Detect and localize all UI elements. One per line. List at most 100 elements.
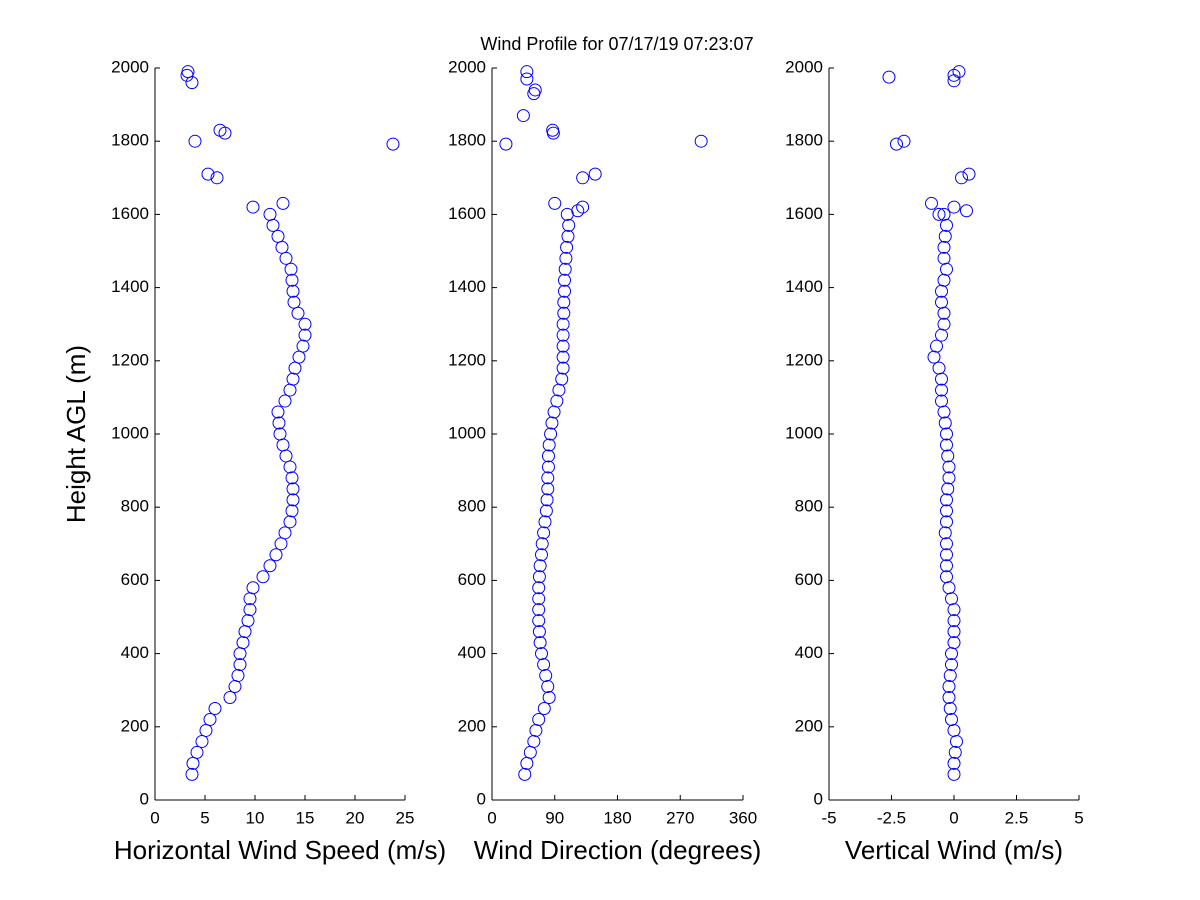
point (516, 109, 530, 123)
point (190, 745, 204, 759)
point (947, 625, 961, 639)
point (937, 240, 951, 254)
point (532, 581, 546, 595)
point (945, 712, 958, 726)
x-tick-label: -5 (821, 808, 836, 827)
point (560, 240, 574, 254)
point (286, 372, 300, 386)
point (947, 68, 961, 82)
point (925, 196, 938, 210)
y-tick-label: 0 (140, 789, 149, 808)
point (546, 126, 560, 140)
y-tick-label: 1400 (448, 277, 486, 296)
point (286, 482, 300, 496)
point (882, 70, 896, 84)
point (532, 712, 546, 726)
x-tick-label: 0 (949, 808, 958, 827)
point (256, 570, 270, 584)
point (937, 207, 951, 221)
point (201, 167, 215, 181)
point (576, 171, 590, 185)
point (532, 614, 546, 628)
point (285, 273, 299, 287)
x-axis-label: Horizontal Wind Speed (m/s) (114, 835, 446, 865)
point (556, 317, 570, 331)
y-tick-label: 400 (795, 643, 823, 662)
point (962, 167, 976, 181)
x-tick-label: 0 (487, 808, 496, 827)
point (940, 427, 953, 441)
point (947, 636, 961, 650)
point (558, 262, 572, 276)
y-tick-label: 2000 (111, 57, 149, 76)
y-tick-label: 1600 (111, 204, 149, 223)
point (538, 515, 552, 529)
y-tick-label: 1000 (785, 423, 823, 442)
point (935, 383, 948, 397)
point (208, 702, 222, 715)
point (298, 328, 312, 342)
point (185, 767, 199, 781)
point (533, 636, 547, 650)
point (935, 295, 948, 309)
point (273, 427, 287, 441)
point (555, 372, 569, 386)
point (263, 207, 277, 221)
point (937, 317, 951, 331)
point (571, 204, 585, 218)
point (943, 702, 957, 715)
x-tick-label: 5 (1074, 808, 1083, 827)
point (233, 658, 247, 672)
y-tick-label: 1200 (448, 350, 486, 369)
y-tick-label: 1200 (785, 350, 823, 369)
point (298, 317, 312, 331)
chart-title: Wind Profile for 07/17/19 07:23:07 (480, 34, 753, 54)
y-axis-label: Height AGL (m) (61, 345, 91, 523)
point (557, 295, 571, 309)
y-tick-label: 800 (121, 497, 149, 516)
point (576, 200, 590, 214)
point (532, 592, 546, 606)
y-tick-label: 1800 (111, 131, 149, 150)
y-tick-label: 1400 (111, 277, 149, 296)
point (940, 548, 953, 562)
x-tick-label: 270 (666, 808, 694, 827)
point (942, 471, 956, 485)
x-tick-label: 10 (246, 808, 265, 827)
point (947, 74, 961, 88)
point (541, 471, 555, 485)
point (386, 137, 400, 151)
point (263, 559, 277, 573)
y-tick-label: 1600 (448, 204, 486, 223)
point (236, 636, 250, 650)
point (520, 72, 534, 86)
point (285, 471, 299, 485)
point (210, 171, 224, 185)
y-tick-label: 800 (458, 497, 486, 516)
point (941, 449, 955, 463)
point (532, 603, 546, 617)
point (890, 137, 903, 151)
point (588, 167, 602, 181)
point (955, 171, 968, 185)
point (940, 537, 953, 551)
point (556, 339, 570, 353)
point (188, 134, 202, 148)
point (296, 339, 310, 353)
point (960, 204, 973, 218)
x-axis-label: Wind Direction (degrees) (474, 835, 762, 865)
point (246, 581, 260, 595)
point (533, 559, 547, 573)
point (278, 526, 292, 540)
y-tick-label: 800 (795, 497, 823, 516)
point (539, 504, 553, 518)
point (545, 416, 559, 430)
point (557, 306, 571, 320)
y-tick-label: 1800 (785, 131, 823, 150)
point (539, 669, 553, 683)
point (541, 449, 555, 463)
point (271, 405, 285, 419)
x-axis-label: Vertical Wind (m/s) (845, 835, 1063, 865)
